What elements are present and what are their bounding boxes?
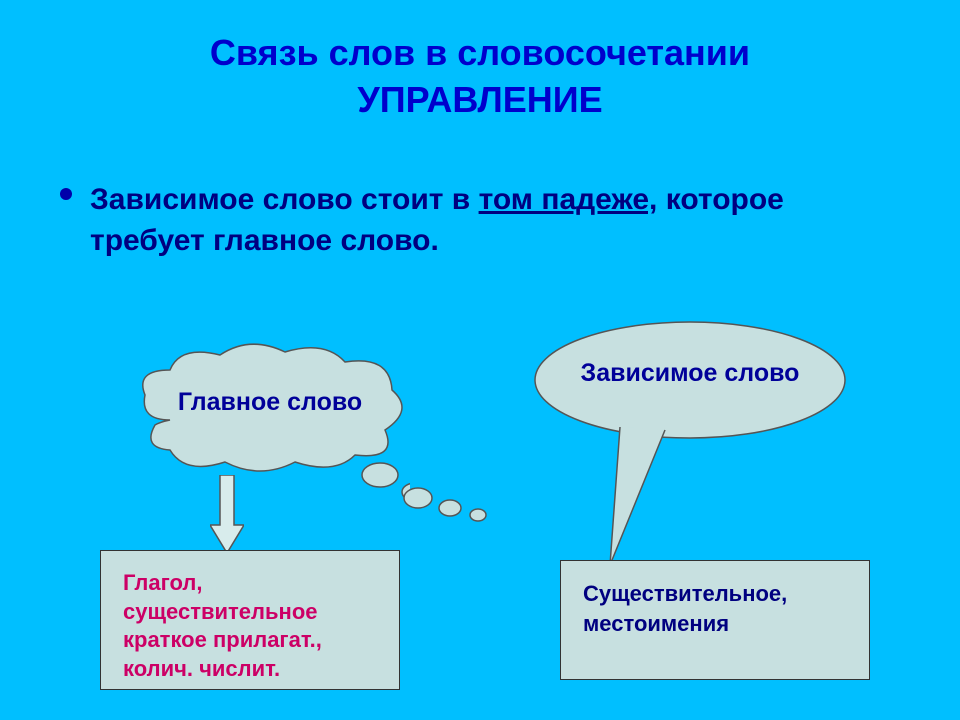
subtitle-pre: Зависимое слово стоит в bbox=[90, 183, 479, 216]
box-right-line: Существительное, bbox=[583, 579, 853, 609]
diagram-area: Главное слово Зависимое слово Глагол, су… bbox=[0, 300, 960, 720]
box-right-line: местоимения bbox=[583, 609, 853, 639]
cloud-main-word: Главное слово bbox=[130, 340, 410, 460]
cloud-label: Главное слово bbox=[130, 388, 410, 417]
box-left-line: краткое прилагат., bbox=[123, 626, 383, 655]
title-line1: Связь слов в словосочетании bbox=[210, 32, 750, 73]
title-line2: УПРАВЛЕНИЕ bbox=[357, 79, 602, 120]
subtitle-block: Зависимое слово стоит в том падеже, кото… bbox=[60, 180, 900, 261]
slide-title: Связь слов в словосочетании УПРАВЛЕНИЕ bbox=[0, 0, 960, 124]
bullet-icon bbox=[60, 188, 72, 200]
speech-dependent-word: Зависимое слово bbox=[530, 315, 850, 445]
box-left-line: Глагол, bbox=[123, 569, 383, 598]
box-left-line: колич. числит. bbox=[123, 655, 383, 684]
cloud-shape-icon bbox=[130, 340, 410, 520]
arrow-down-icon bbox=[210, 475, 244, 555]
speech-label: Зависимое слово bbox=[530, 359, 850, 388]
box-main-word-types: Глагол, существительное краткое прилагат… bbox=[100, 550, 400, 690]
box-dependent-word-types: Существительное, местоимения bbox=[560, 560, 870, 680]
subtitle-text: Зависимое слово стоит в том падеже, кото… bbox=[60, 180, 900, 261]
subtitle-underlined: том падеже, bbox=[479, 183, 658, 216]
box-left-line: существительное bbox=[123, 598, 383, 627]
